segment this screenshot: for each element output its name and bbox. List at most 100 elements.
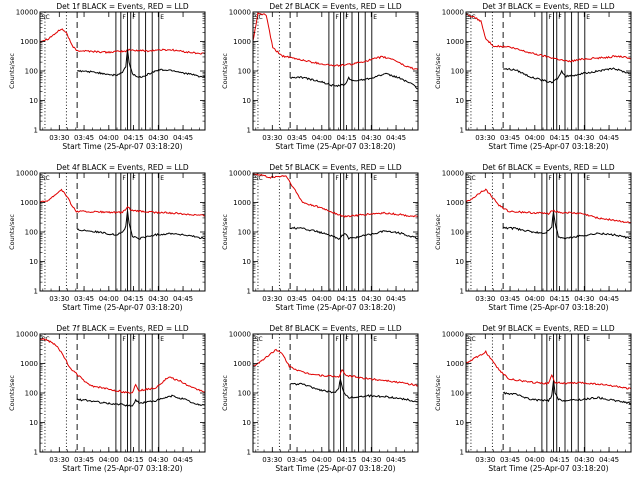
x-tick-label: 04:30	[148, 295, 168, 303]
events-series-line	[290, 226, 419, 240]
flag-label: F	[132, 175, 136, 182]
flag-label: E	[586, 336, 590, 343]
y-tick-label: 1000	[446, 38, 464, 46]
panel-title: Det 3f BLACK = Events, RED = LLD	[482, 2, 615, 11]
y-tick-label: 100	[451, 68, 464, 76]
panel-title: Det 9f BLACK = Events, RED = LLD	[482, 324, 615, 333]
x-tick-label: 04:45	[386, 134, 406, 142]
y-tick-label: 1	[460, 127, 464, 135]
y-tick-label: 1	[34, 449, 38, 457]
x-tick-label: 04:45	[173, 456, 193, 464]
x-tick-label: 04:45	[599, 134, 619, 142]
x-tick-label: 04:00	[312, 134, 332, 142]
y-tick-label: 10	[242, 97, 251, 105]
lld-series-line	[465, 188, 632, 224]
x-tick-label: 04:30	[361, 456, 381, 464]
y-axis-label: Counts/sec	[434, 214, 442, 250]
panel-title: Det 4f BLACK = Events, RED = LLD	[56, 163, 189, 172]
x-tick-label: 03:30	[262, 456, 282, 464]
x-tick-label: 04:45	[173, 295, 193, 303]
y-tick-label: 10000	[442, 331, 464, 339]
x-tick-label: 03:45	[500, 456, 520, 464]
y-tick-label: 10000	[442, 9, 464, 17]
y-tick-label: 100	[451, 229, 464, 237]
x-tick-label: 04:30	[148, 134, 168, 142]
flag-label: F	[122, 14, 126, 21]
panel-1: Det 1f BLACK = Events, RED = LLD F F E SC 1 10…	[8, 2, 206, 151]
plot-frame	[465, 333, 632, 453]
plot-frame	[252, 11, 419, 131]
y-tick-label: 1000	[446, 199, 464, 207]
lld-series-line	[39, 337, 206, 394]
panel-6: Det 6f BLACK = Events, RED = LLD F F E SC 1 10…	[434, 163, 632, 312]
flag-label: F	[335, 14, 339, 21]
x-axis-label: Start Time (25-Apr-07 03:18:20)	[62, 464, 182, 473]
lld-series-line	[253, 348, 419, 387]
flag-label: F	[122, 336, 126, 343]
y-tick-label: 1000	[20, 38, 38, 46]
y-tick-label: 10000	[16, 170, 38, 178]
x-axis-label: Start Time (25-Apr-07 03:18:20)	[275, 142, 395, 151]
x-tick-label: 03:30	[262, 295, 282, 303]
x-tick-label: 04:45	[386, 295, 406, 303]
y-tick-label: 100	[238, 68, 251, 76]
x-tick-label: 03:30	[475, 456, 495, 464]
events-series-line	[76, 210, 206, 240]
y-tick-label: 1000	[233, 38, 251, 46]
x-tick-label: 03:45	[74, 456, 94, 464]
flag-label: F	[132, 14, 136, 21]
y-tick-label: 10000	[229, 331, 251, 339]
x-axis-label: Start Time (25-Apr-07 03:18:20)	[488, 464, 608, 473]
lld-series-line	[465, 13, 632, 63]
panel-title: Det 1f BLACK = Events, RED = LLD	[56, 2, 189, 11]
y-tick-label: 100	[238, 390, 251, 398]
y-axis-label: Counts/sec	[434, 375, 442, 411]
x-tick-label: 04:15	[549, 456, 569, 464]
plot-frame	[465, 11, 632, 131]
flag-label: E	[373, 14, 377, 21]
x-tick-label: 04:15	[336, 456, 356, 464]
panel-title: Det 2f BLACK = Events, RED = LLD	[269, 2, 402, 11]
y-axis-label: Counts/sec	[8, 375, 16, 411]
x-tick-label: 04:30	[574, 134, 594, 142]
flag-label: F	[335, 175, 339, 182]
panel-8: Det 8f BLACK = Events, RED = LLD F F E SC 1 10…	[221, 324, 419, 473]
y-tick-label: 10	[242, 258, 251, 266]
y-axis-label: Counts/sec	[221, 375, 229, 411]
y-tick-label: 1	[34, 127, 38, 135]
x-tick-label: 04:15	[123, 295, 143, 303]
x-tick-label: 04:45	[173, 134, 193, 142]
flag-label: F	[345, 336, 349, 343]
plot-frame	[252, 333, 419, 453]
lld-series-line	[465, 349, 632, 390]
flag-label: E	[586, 14, 590, 21]
panel-title: Det 8f BLACK = Events, RED = LLD	[269, 324, 402, 333]
x-tick-label: 04:15	[336, 134, 356, 142]
x-tick-label: 03:30	[49, 295, 69, 303]
x-axis-label: Start Time (25-Apr-07 03:18:20)	[488, 303, 608, 312]
flag-label: E	[160, 336, 164, 343]
x-tick-label: 04:45	[599, 456, 619, 464]
y-axis-label: Counts/sec	[434, 53, 442, 89]
flag-label: F	[335, 336, 339, 343]
events-series-line	[76, 394, 206, 407]
x-tick-label: 04:45	[386, 456, 406, 464]
lld-series-line	[39, 28, 206, 55]
y-tick-label: 10	[29, 258, 38, 266]
y-tick-label: 10	[242, 419, 251, 427]
x-tick-label: 04:15	[336, 295, 356, 303]
flag-label: E	[160, 175, 164, 182]
x-axis-label: Start Time (25-Apr-07 03:18:20)	[275, 303, 395, 312]
y-tick-label: 1	[34, 288, 38, 296]
x-tick-label: 03:30	[475, 295, 495, 303]
panel-9: Det 9f BLACK = Events, RED = LLD F F E SC 1 10…	[434, 324, 632, 473]
events-series-line	[503, 211, 631, 240]
x-tick-label: 04:00	[525, 134, 545, 142]
start-label: SC	[468, 336, 476, 343]
panel-title: Det 6f BLACK = Events, RED = LLD	[482, 163, 615, 172]
flag-label: F	[548, 336, 552, 343]
panel-5: Det 5f BLACK = Events, RED = LLD F F E SC 1 10…	[221, 163, 419, 312]
